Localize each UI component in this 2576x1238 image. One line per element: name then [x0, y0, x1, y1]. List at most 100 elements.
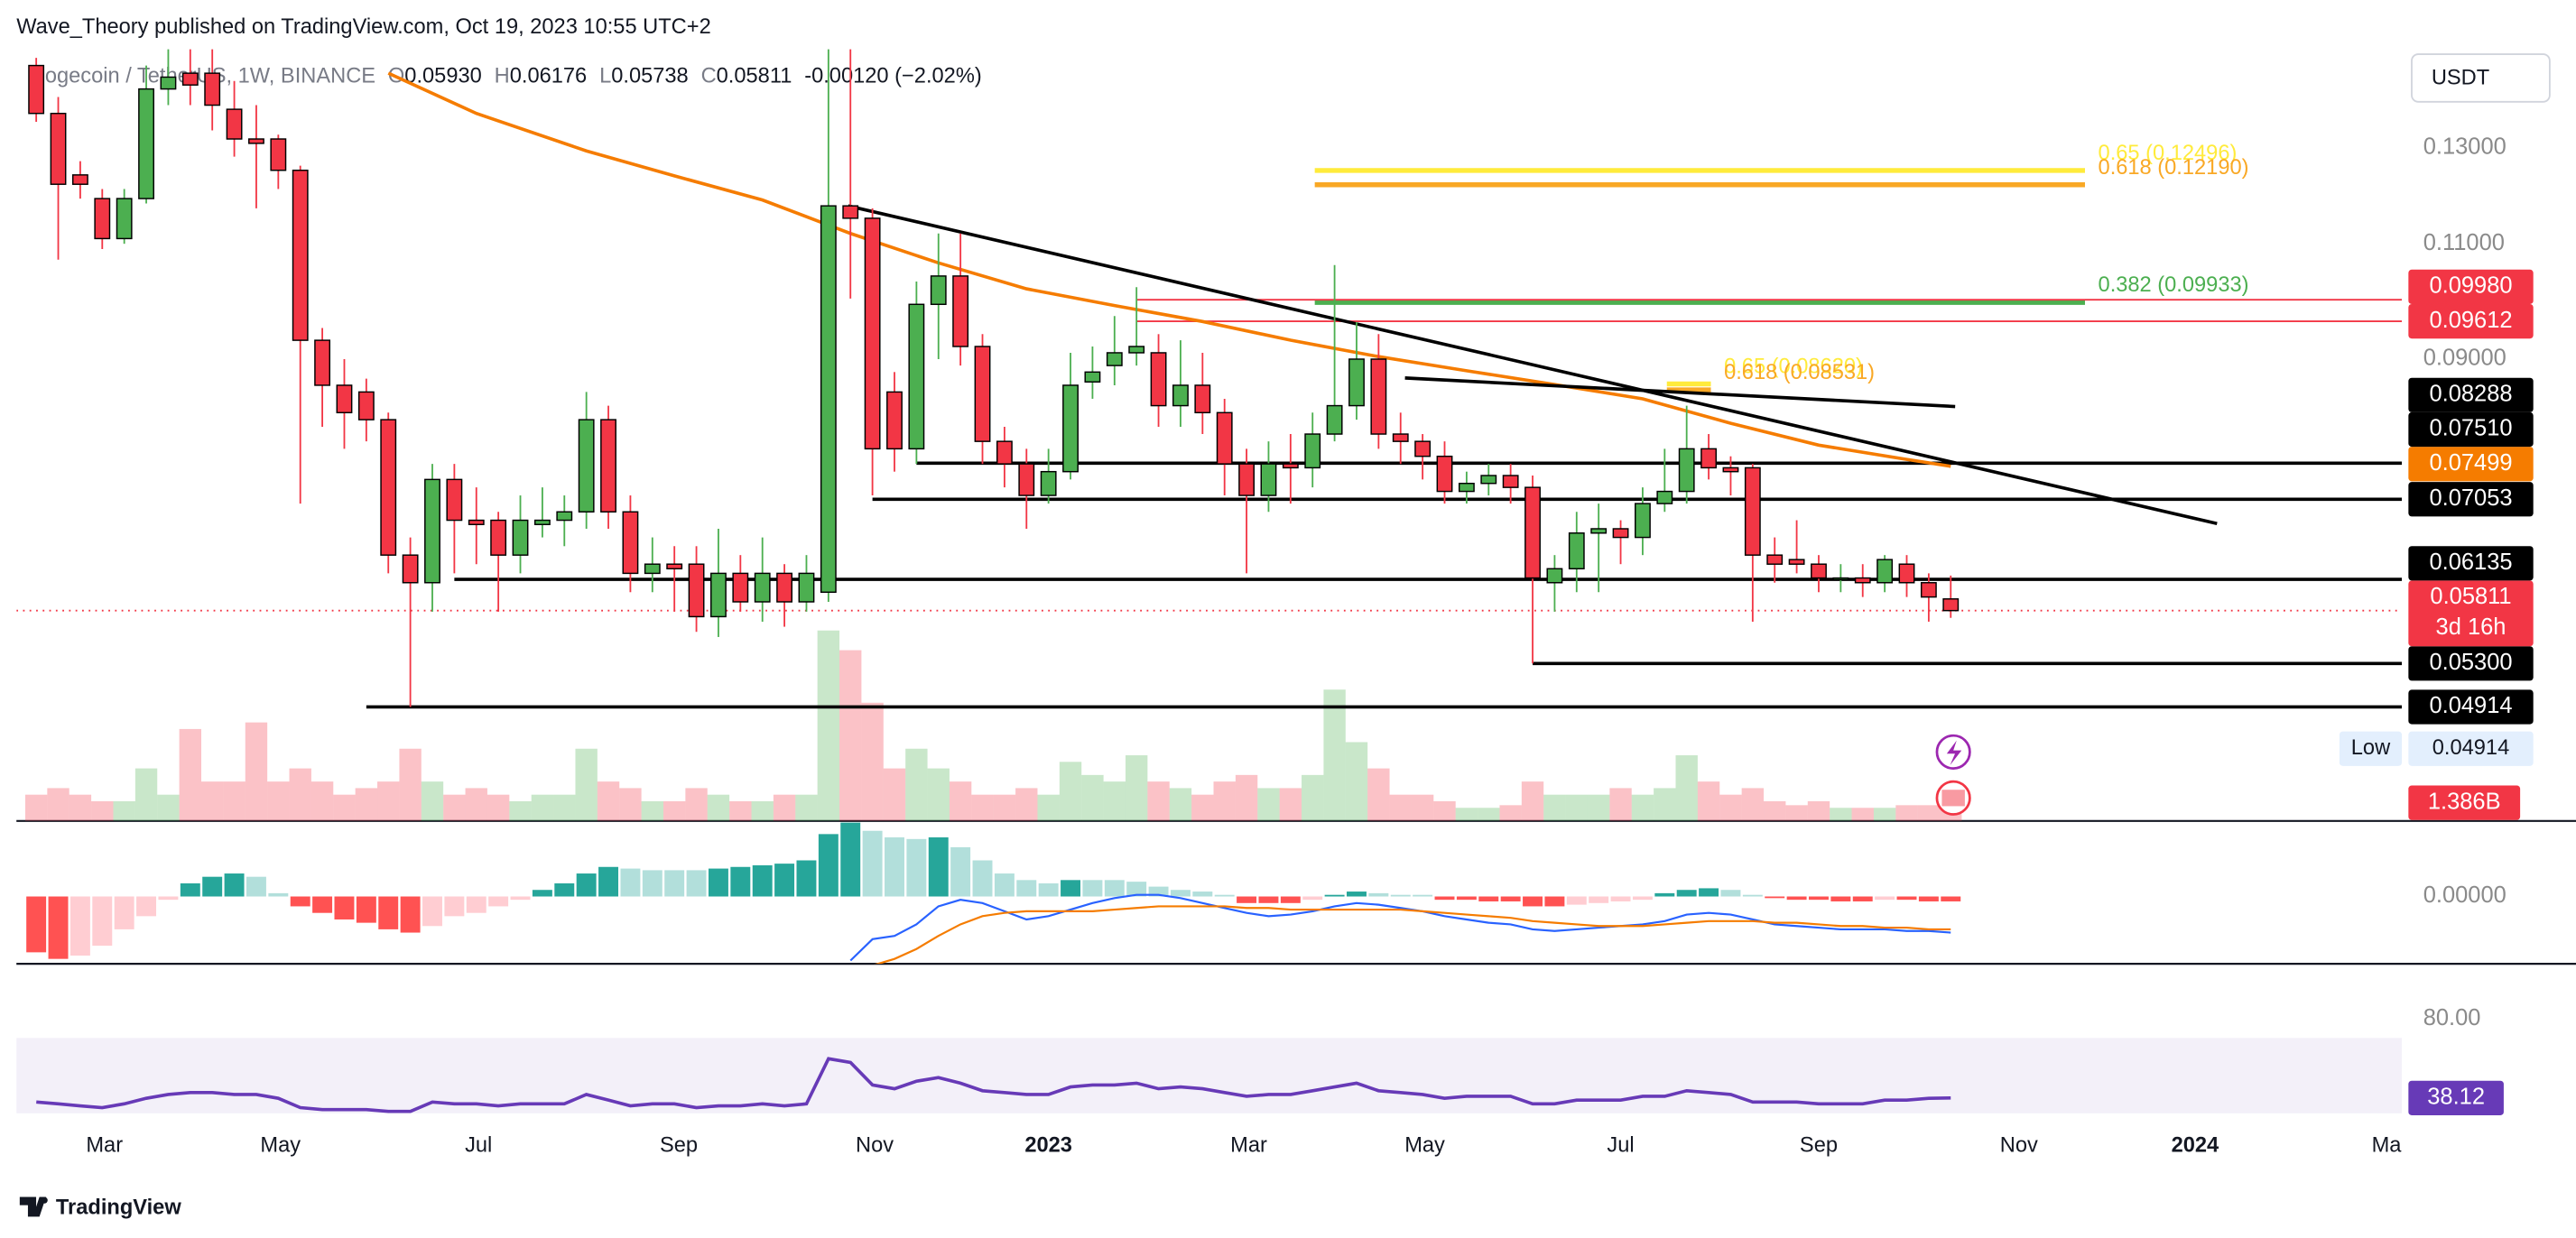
macd-pane [26, 822, 1961, 965]
legend-symbol: Dogecoin / TetherUS, 1W, BINANCE [30, 65, 375, 88]
volume-bar [1015, 788, 1038, 821]
volume-bar [1103, 781, 1126, 821]
macd-histogram [312, 896, 333, 913]
price-tag-label: 0.05300 [2429, 650, 2512, 675]
macd-histogram [488, 896, 509, 907]
macd-histogram [1148, 886, 1169, 897]
volume-bar [1367, 768, 1390, 821]
x-tick-label: 2024 [2172, 1133, 2219, 1157]
volume-bar [663, 800, 686, 821]
volume-bar [1213, 781, 1236, 821]
currency-button[interactable] [2411, 53, 2551, 103]
candle-body [1128, 346, 1145, 354]
macd-histogram [1413, 894, 1433, 897]
price-tag [2408, 546, 2534, 581]
volume-bar [24, 794, 48, 821]
volume-bar [1037, 794, 1060, 821]
currency[interactable]: USDT [2432, 67, 2489, 90]
candle-body [974, 346, 991, 442]
volume-bar [1169, 788, 1192, 821]
trendline [1404, 376, 1956, 409]
macd-histogram [1610, 896, 1631, 901]
volume-bar [377, 781, 400, 821]
macd-histogram [92, 896, 113, 947]
volume-bar [1302, 774, 1324, 821]
volume-bar [134, 768, 158, 821]
candle-body [1216, 411, 1233, 465]
candle-body [1546, 568, 1563, 584]
volume-bar [817, 630, 840, 821]
volume-bar [553, 794, 576, 821]
candle-body [357, 391, 375, 420]
x-tick-label: May [1404, 1133, 1445, 1157]
candle-body [556, 511, 573, 522]
candle-body [1260, 463, 1277, 496]
macd-histogram [1368, 892, 1389, 897]
candle-body [1656, 490, 1673, 504]
candle-body [1392, 433, 1409, 442]
price-tag [2408, 482, 2534, 517]
macd-histogram [972, 860, 993, 897]
candle-body [600, 419, 616, 513]
macd-histogram [1676, 890, 1697, 897]
candle-body [1898, 563, 1915, 584]
legend-l: 0.05738 [611, 65, 688, 88]
x-tick-label: 2023 [1024, 1133, 1072, 1157]
macd-histogram [202, 876, 223, 897]
volume-bar [1807, 800, 1830, 821]
candle-body [160, 76, 177, 90]
volume-bar [619, 788, 642, 821]
axes: Mar May Jul Sep Nov 2023 Mar May Jul Sep Nov 2024 Ma… [86, 134, 2534, 1157]
legend-h-label: H [495, 65, 510, 88]
candle-body [71, 174, 88, 185]
candle-body [798, 572, 815, 603]
trendline [848, 204, 2218, 526]
volume-bar [773, 794, 796, 821]
macd-histogram [1347, 892, 1367, 897]
volume-bar [685, 788, 708, 821]
macd-histogram [1434, 896, 1455, 901]
volume-bar [641, 800, 663, 821]
macd-histogram [444, 896, 465, 917]
volume-bar [179, 728, 201, 821]
volume-bar [1675, 755, 1698, 821]
volume-bar [1830, 808, 1852, 821]
price-tag [2408, 646, 2534, 681]
volume-tag-label: 1.386B [2428, 789, 2501, 814]
candle-body [1348, 358, 1365, 407]
macd-histogram [1390, 894, 1411, 897]
macd-histogram [48, 896, 69, 959]
price-tag-label: 0.07499 [2429, 450, 2512, 476]
macd-histogram [1500, 896, 1521, 901]
macd-histogram [818, 834, 839, 897]
price-tag [2408, 447, 2534, 482]
price-tag [2408, 303, 2534, 339]
candle-body [1524, 486, 1541, 579]
macd-histogram [1896, 896, 1917, 901]
candle-body [292, 170, 309, 341]
x-tick-label: Ma [2372, 1133, 2403, 1157]
price-tag-label: 0.05811 [2430, 584, 2511, 609]
price-pane: 0.65 (0.12496)0.618 (0.12190) 0.382 (0.09… [16, 49, 2403, 821]
fib-label: 0.382 (0.09933) [2099, 273, 2249, 297]
rsi-tag [2408, 1080, 2504, 1115]
volume-bar [883, 768, 906, 821]
candle-body [1832, 577, 1849, 581]
volume-tag [2408, 785, 2521, 820]
x-tick-label: Mar [1230, 1133, 1267, 1157]
volume-bar [1587, 794, 1610, 821]
x-tick-label: Jul [465, 1133, 492, 1157]
y-tick-label: 0.11000 [2423, 230, 2505, 255]
candle-body [1811, 563, 1827, 579]
candle-body [1744, 467, 1761, 556]
macd-histogram [1699, 888, 1719, 897]
candle-body [864, 217, 881, 450]
macd-histogram [1786, 896, 1807, 901]
macd-histogram [1324, 894, 1345, 897]
macd-histogram [158, 896, 179, 901]
fib-label: 0.618 (0.08531) [1724, 361, 1875, 384]
volume-bar [1895, 805, 1918, 821]
macd-histogram [1654, 892, 1675, 897]
macd-histogram [620, 868, 641, 897]
